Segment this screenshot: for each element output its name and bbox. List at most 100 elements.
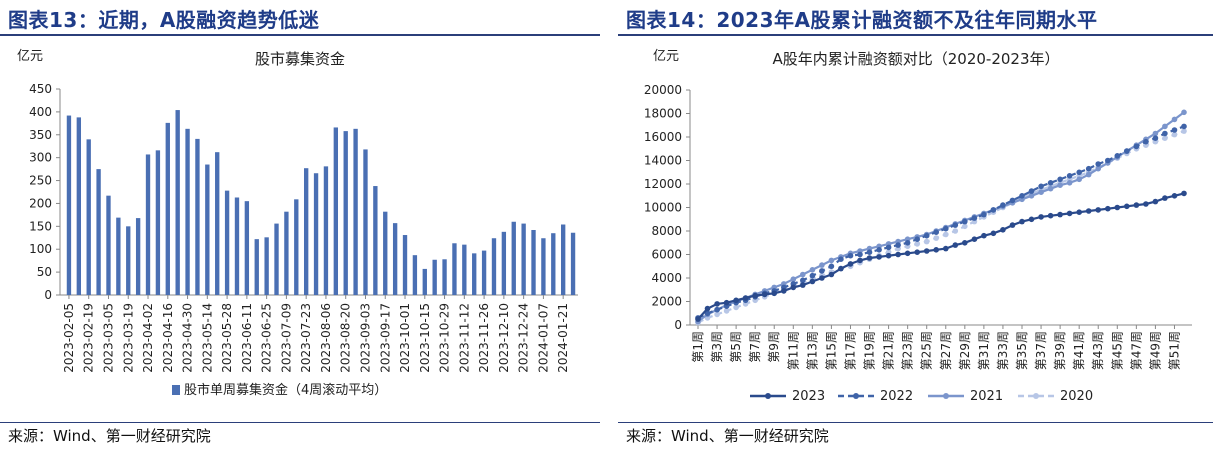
right-title-rule — [618, 34, 1213, 36]
data-point-2020 — [723, 308, 730, 314]
data-point-2023 — [1009, 222, 1016, 228]
bar — [116, 217, 121, 295]
bar — [175, 110, 180, 296]
x-tick-label: 2023-04-02 — [141, 303, 155, 373]
data-point-2021 — [819, 262, 825, 268]
x-tick-label: 第5周 — [729, 331, 743, 363]
legend-label: 2022 — [880, 389, 913, 404]
bar — [155, 150, 161, 295]
bar — [422, 268, 427, 295]
data-point-2023 — [895, 251, 901, 258]
x-tick-label: 2023-02-05 — [62, 303, 76, 373]
data-point-2021 — [1057, 182, 1063, 188]
x-tick-label: 第25周 — [920, 331, 934, 370]
bar — [106, 195, 111, 295]
data-point-2022 — [1152, 135, 1159, 141]
x-tick-label: 第29周 — [958, 331, 972, 370]
x-tick-label: 第13周 — [805, 331, 819, 370]
data-point-2022 — [714, 306, 720, 313]
data-point-2023 — [1143, 201, 1149, 207]
x-tick-label: 2023-07-09 — [279, 303, 293, 373]
data-point-2023 — [1066, 210, 1073, 217]
x-tick-label: 2023-10-29 — [438, 303, 452, 373]
data-point-2020 — [914, 241, 920, 247]
y-tick-label: 0 — [674, 318, 682, 332]
left-figure-panel: 图表13：近期，A股融资趋势低迷 股市募集资金 亿元 0 50 100 150 200 250… — [0, 0, 600, 449]
data-point-2022 — [962, 218, 968, 225]
series-line-2021 — [697, 111, 1185, 323]
data-point-2020 — [1171, 131, 1178, 138]
data-point-2022 — [1085, 165, 1092, 172]
bar — [195, 138, 200, 295]
data-point-2020 — [962, 223, 968, 230]
data-point-2021 — [1038, 189, 1044, 195]
x-tick-label: 2023-07-23 — [299, 303, 313, 373]
data-point-2021 — [1171, 116, 1178, 123]
data-point-2022 — [1028, 188, 1035, 194]
bar — [323, 166, 329, 295]
x-tick-label: 第31周 — [977, 331, 991, 370]
y-axis-unit: 亿元 — [653, 49, 679, 64]
y-tick-label: 250 — [29, 174, 52, 188]
bar — [392, 223, 398, 295]
bar — [462, 244, 467, 295]
y-tick-label: 2000 — [651, 295, 682, 309]
data-point-2022 — [1181, 123, 1187, 130]
data-point-2022 — [1000, 202, 1006, 208]
legend-marker-2022 — [853, 393, 859, 399]
data-point-2023 — [1095, 207, 1101, 213]
data-point-2023 — [1152, 198, 1159, 205]
bar — [284, 211, 289, 295]
x-tick-label: 2023-11-12 — [457, 303, 471, 373]
data-point-2023 — [885, 252, 892, 259]
bar — [353, 128, 358, 295]
data-point-2020 — [1162, 135, 1168, 141]
y-tick-label: 100 — [29, 242, 52, 256]
data-point-2022 — [904, 240, 911, 246]
data-point-2022 — [1047, 180, 1054, 186]
x-tick-label: 2023-06-25 — [260, 303, 274, 373]
data-point-2023 — [771, 290, 777, 297]
data-point-2021 — [1152, 130, 1159, 137]
bar — [294, 199, 299, 295]
data-point-2023 — [733, 297, 739, 304]
x-tick-label: 2024-01-07 — [536, 303, 550, 373]
x-tick-label: 第33周 — [996, 331, 1010, 370]
bar-chart-fundraising: 股市募集资金 亿元 0 50 100 150 200 250 300 350 400 450 2023-… — [17, 49, 578, 398]
bar — [373, 186, 378, 295]
right-figure-panel: 图表14：2023年A股累计融资额不及往年同期水平 A股年内累计融资额对比（20… — [618, 0, 1213, 449]
bar — [96, 169, 101, 295]
x-tick-label: 第37周 — [1034, 331, 1048, 370]
data-point-2021 — [1085, 171, 1092, 178]
data-point-2023 — [866, 255, 873, 261]
data-point-2023 — [1038, 214, 1044, 220]
data-point-2023 — [876, 254, 882, 260]
bar — [215, 152, 220, 295]
data-point-2022 — [1143, 138, 1149, 145]
bar — [224, 190, 230, 295]
data-point-2020 — [923, 238, 930, 245]
bar — [66, 115, 72, 295]
right-figure-title: 图表14：2023年A股累计融资额不及往年同期水平 — [626, 8, 1098, 32]
data-point-2023 — [1028, 216, 1035, 223]
y-tick-label: 16000 — [644, 130, 682, 144]
data-point-2023 — [800, 282, 806, 288]
data-point-2023 — [704, 305, 711, 312]
bar — [244, 201, 250, 295]
legend-label: 2020 — [1060, 389, 1093, 404]
data-point-2023 — [1085, 208, 1092, 214]
bar — [452, 243, 457, 295]
line-chart-cumulative-financing: A股年内累计融资额对比（2020-2023年） 亿元 0 2000 4000 6000 80… — [644, 49, 1192, 404]
data-point-2023 — [714, 301, 720, 307]
data-point-2022 — [1171, 127, 1178, 133]
x-tick-label: 2023-04-30 — [181, 303, 195, 373]
x-tick-label: 第39周 — [1053, 331, 1067, 370]
y-tick-label: 450 — [29, 82, 52, 96]
data-point-2022 — [876, 247, 882, 253]
x-tick-label: 第35周 — [1015, 331, 1029, 370]
x-tick-label: 第3周 — [710, 331, 724, 363]
data-point-2022 — [990, 207, 997, 213]
x-tick-label: 2023-09-17 — [378, 303, 392, 373]
x-tick-label: 第43周 — [1091, 331, 1105, 370]
data-point-2023 — [933, 247, 939, 253]
